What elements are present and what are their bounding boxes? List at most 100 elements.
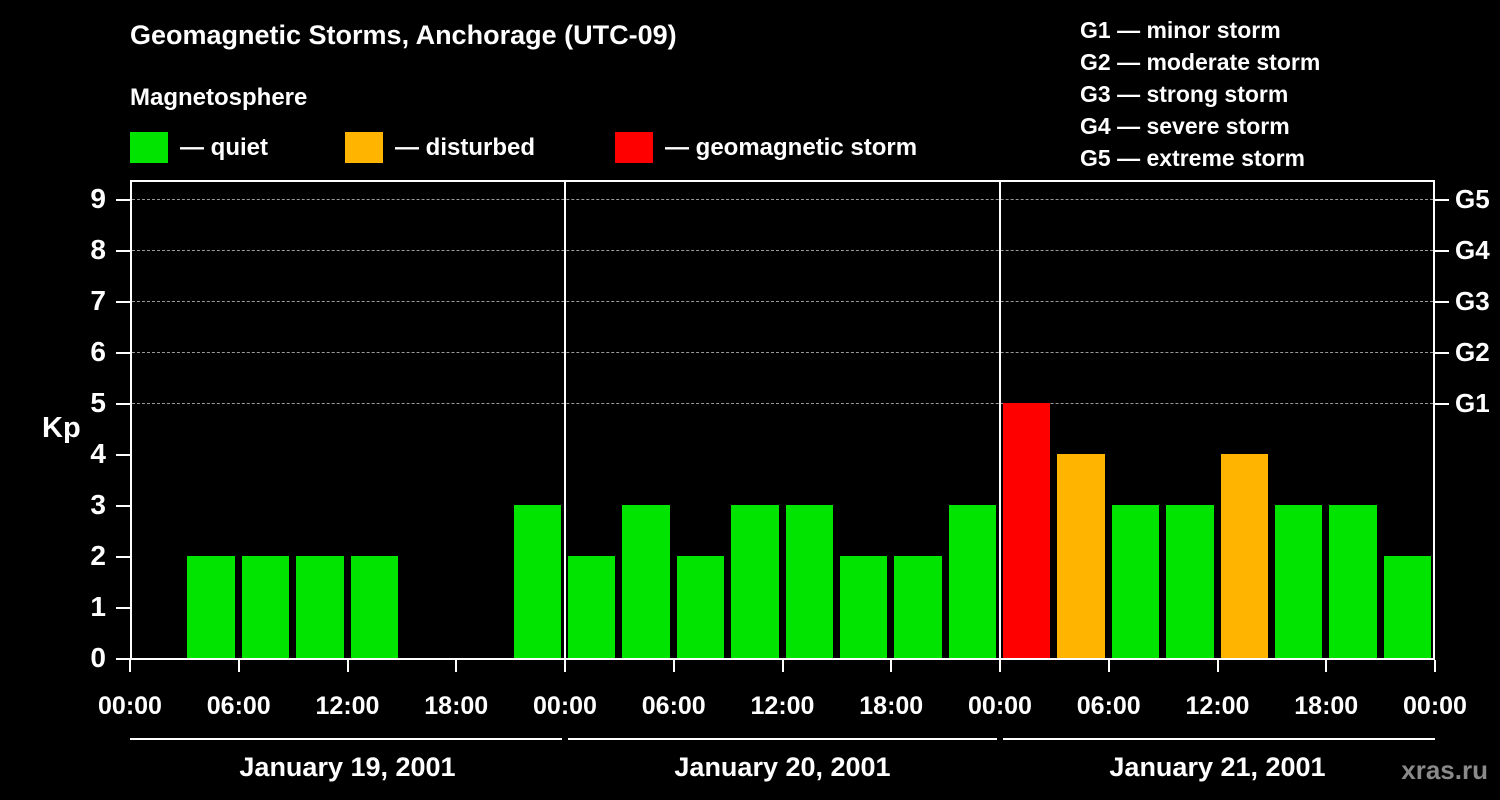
x-axis-tick: [564, 660, 566, 672]
day-bracket-line: [130, 738, 562, 740]
bar: [948, 505, 996, 658]
x-tick-label: 00:00: [98, 692, 162, 720]
x-axis-tick: [1325, 660, 1328, 672]
grid-line: [132, 250, 1433, 251]
x-axis-tick: [999, 660, 1001, 672]
x-tick-label: 12:00: [1185, 692, 1250, 720]
x-axis-tick: [1216, 660, 1219, 672]
right-axis-tick: [1435, 301, 1449, 303]
x-axis-tick: [346, 660, 349, 672]
day-bracket-line: [568, 738, 997, 740]
x-tick-label: 12:00: [315, 692, 380, 720]
x-tick-label: 00:00: [1403, 692, 1467, 720]
right-axis-label: G3: [1455, 286, 1490, 316]
y-axis-tick: [116, 556, 130, 558]
bar: [1003, 403, 1051, 658]
bar: [1220, 454, 1268, 658]
g-legend-item-g2: G2 — moderate storm: [1080, 49, 1321, 75]
x-tick-label: 00:00: [533, 692, 597, 720]
plot-area: [130, 180, 1435, 660]
x-axis-tick: [672, 660, 675, 672]
right-axis-tick: [1435, 199, 1449, 201]
x-axis-tick: [455, 660, 458, 672]
bar: [622, 505, 670, 658]
y-axis-tick: [116, 352, 130, 354]
bar: [1329, 505, 1377, 658]
y-tick-label: 4: [90, 438, 106, 469]
bar: [187, 556, 235, 658]
y-axis-label: Kp: [42, 412, 81, 444]
bar: [839, 556, 888, 658]
y-axis-tick: [116, 607, 130, 609]
x-axis-tick: [1434, 660, 1436, 672]
bar: [513, 505, 561, 658]
bar: [1111, 505, 1160, 658]
day-label: January 19, 2001: [239, 752, 456, 782]
x-tick-label: 00:00: [968, 692, 1032, 720]
g-legend-item-g1: G1 — minor storm: [1080, 17, 1281, 43]
bar: [676, 556, 725, 658]
legend-item-quiet: — quiet: [130, 132, 345, 163]
legend: — quiet — disturbed — geomagnetic storm: [130, 132, 917, 163]
bar: [1057, 454, 1105, 658]
watermark: xras.ru: [1401, 755, 1488, 785]
right-axis-tick: [1435, 352, 1449, 354]
x-tick-label: 06:00: [1076, 692, 1141, 720]
y-tick-label: 8: [90, 234, 106, 265]
grid-line: [132, 403, 1433, 404]
x-tick-label: 18:00: [1294, 692, 1359, 720]
right-axis-tick: [1435, 250, 1449, 252]
bar: [241, 556, 290, 658]
x-tick-label: 06:00: [206, 692, 271, 720]
legend-label-quiet: — quiet: [180, 133, 268, 161]
right-axis-label: G1: [1455, 388, 1490, 418]
y-tick-label: 6: [90, 336, 106, 367]
x-axis-tick: [781, 660, 784, 672]
g-legend-item-g4: G4 — severe storm: [1080, 113, 1290, 139]
grid-line: [132, 301, 1433, 302]
bar: [785, 505, 833, 658]
x-tick-label: 12:00: [750, 692, 815, 720]
y-axis-tick: [116, 403, 130, 405]
day-separator-line: [564, 182, 566, 658]
right-axis-label: G4: [1455, 235, 1490, 265]
x-tick-label: 06:00: [641, 692, 706, 720]
y-tick-label: 5: [90, 387, 106, 418]
y-axis-tick: [116, 658, 130, 660]
bar: [894, 556, 942, 658]
y-tick-label: 0: [90, 642, 106, 673]
y-tick-label: 1: [90, 591, 106, 622]
x-tick-label: 18:00: [424, 692, 489, 720]
bar: [731, 505, 779, 658]
legend-item-disturbed: — disturbed: [345, 132, 615, 163]
legend-label-disturbed: — disturbed: [395, 133, 536, 161]
bar: [1274, 505, 1323, 658]
legend-item-storm: — geomagnetic storm: [615, 132, 917, 163]
day-separator-line: [999, 182, 1001, 658]
day-label: January 21, 2001: [1109, 752, 1326, 782]
day-label: January 20, 2001: [674, 752, 891, 782]
right-axis-tick: [1435, 403, 1449, 405]
legend-label-storm: — geomagnetic storm: [665, 133, 918, 161]
y-tick-label: 3: [90, 489, 106, 520]
storm-color-swatch: [615, 132, 653, 163]
grid-line: [132, 199, 1433, 200]
g-legend-item-g5: G5 — extreme storm: [1080, 145, 1305, 171]
x-axis-tick: [1107, 660, 1110, 672]
bar: [350, 556, 398, 658]
page-title: Geomagnetic Storms, Anchorage (UTC-09): [130, 20, 677, 50]
g-scale-legend: G1 — minor storm G2 — moderate storm G3 …: [1080, 14, 1320, 174]
x-tick-label: 18:00: [859, 692, 924, 720]
y-axis-tick: [116, 505, 130, 507]
grid-line: [132, 352, 1433, 353]
right-axis-label: G2: [1455, 337, 1490, 367]
bar: [568, 556, 616, 658]
bar: [1166, 505, 1214, 658]
y-tick-label: 9: [90, 183, 106, 214]
bar: [1383, 556, 1431, 658]
x-axis-tick: [129, 660, 131, 672]
right-axis-label: G5: [1455, 184, 1490, 214]
y-axis-tick: [116, 301, 130, 303]
magnetosphere-label: Magnetosphere: [130, 84, 308, 111]
quiet-color-swatch: [130, 132, 168, 163]
